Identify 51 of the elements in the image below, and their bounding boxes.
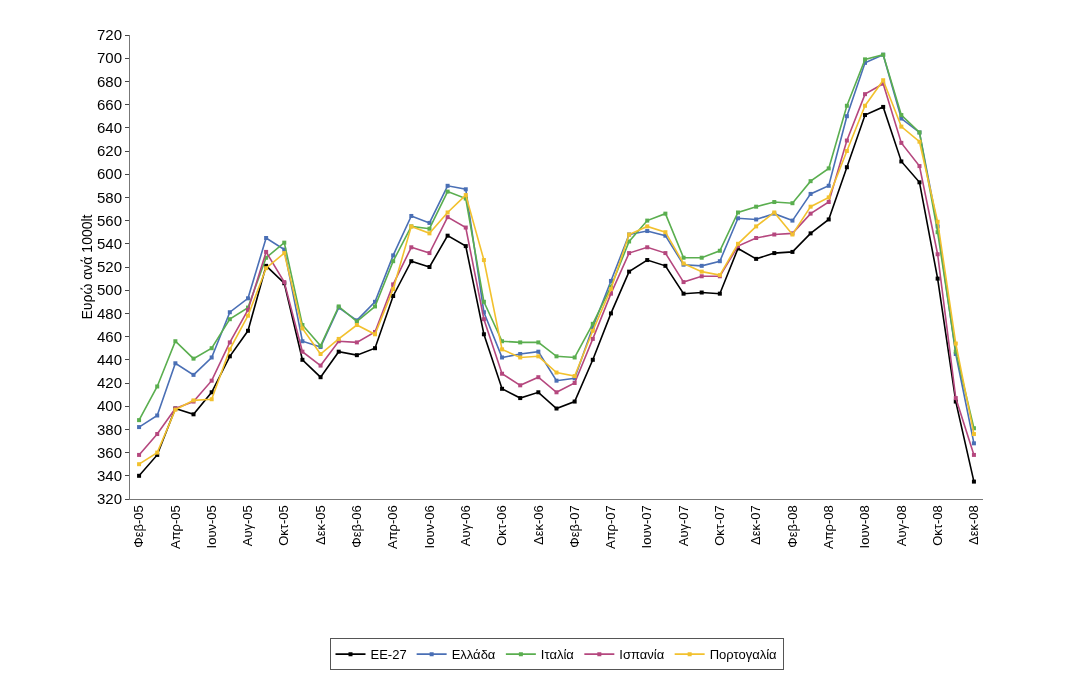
x-tick-label: Απρ-08 <box>820 505 836 550</box>
y-tick-label: 540 <box>96 235 122 253</box>
y-tick-label: 380 <box>96 420 122 438</box>
x-tick-label: Ιουν-05 <box>203 505 219 549</box>
y-tick-label: 700 <box>96 49 122 67</box>
y-tick-label: 640 <box>96 119 122 137</box>
y-axis-title: Ευρώ ανά 1000lt <box>78 214 95 320</box>
legend-label: Ελλάδα <box>451 647 496 663</box>
x-tick-label: Δεκ-08 <box>966 505 982 545</box>
y-tick-label: 500 <box>96 281 122 299</box>
x-tick-label: Δεκ-06 <box>530 505 546 545</box>
y-tick-label: 660 <box>96 95 122 113</box>
y-tick-label: 580 <box>96 188 122 206</box>
x-tick-label: Οκτ-06 <box>494 505 510 546</box>
legend-label: Πορτογαλία <box>709 647 778 663</box>
y-tick-label: 420 <box>96 374 122 392</box>
legend-label: Ιταλία <box>540 647 575 663</box>
x-tick-label: Αυγ-08 <box>893 505 909 547</box>
x-tick-label: Οκτ-08 <box>929 505 945 546</box>
y-tick-label: 680 <box>96 72 122 90</box>
x-tick-label: Απρ-05 <box>167 505 183 550</box>
x-tick-label: Δεκ-07 <box>748 505 764 545</box>
y-tick-label: 340 <box>96 467 122 485</box>
legend-label: ΕΕ-27 <box>370 647 407 663</box>
x-tick-label: Φεβ-08 <box>784 505 800 548</box>
y-tick-label: 600 <box>96 165 122 183</box>
x-tick-label: Απρ-06 <box>385 505 401 550</box>
y-tick-label: 460 <box>96 327 122 345</box>
x-tick-label: Αυγ-05 <box>240 505 256 547</box>
y-tick-label: 480 <box>96 304 122 322</box>
x-tick-label: Φεβ-05 <box>131 505 147 548</box>
x-tick-label: Ιουν-06 <box>421 505 437 549</box>
x-tick-label: Ιουν-08 <box>857 505 873 549</box>
y-tick-label: 520 <box>96 258 122 276</box>
y-tick-label: 560 <box>96 211 122 229</box>
x-tick-label: Αυγ-07 <box>675 505 691 547</box>
x-tick-label: Αυγ-06 <box>457 505 473 547</box>
y-tick-label: 320 <box>96 490 122 508</box>
legend-label: Ισπανία <box>619 647 665 663</box>
y-tick-label: 620 <box>96 142 122 160</box>
y-tick-label: 400 <box>96 397 122 415</box>
x-tick-label: Φεβ-07 <box>566 505 582 548</box>
y-tick-label: 360 <box>96 443 122 461</box>
x-tick-label: Φεβ-06 <box>349 505 365 548</box>
y-tick-label: 720 <box>96 26 122 44</box>
x-tick-label: Οκτ-05 <box>276 505 292 546</box>
x-tick-label: Δεκ-05 <box>312 505 328 545</box>
x-tick-label: Ιουν-07 <box>639 505 655 549</box>
x-tick-label: Απρ-07 <box>603 505 619 550</box>
y-tick-label: 440 <box>96 351 122 369</box>
x-tick-label: Οκτ-07 <box>712 505 728 546</box>
